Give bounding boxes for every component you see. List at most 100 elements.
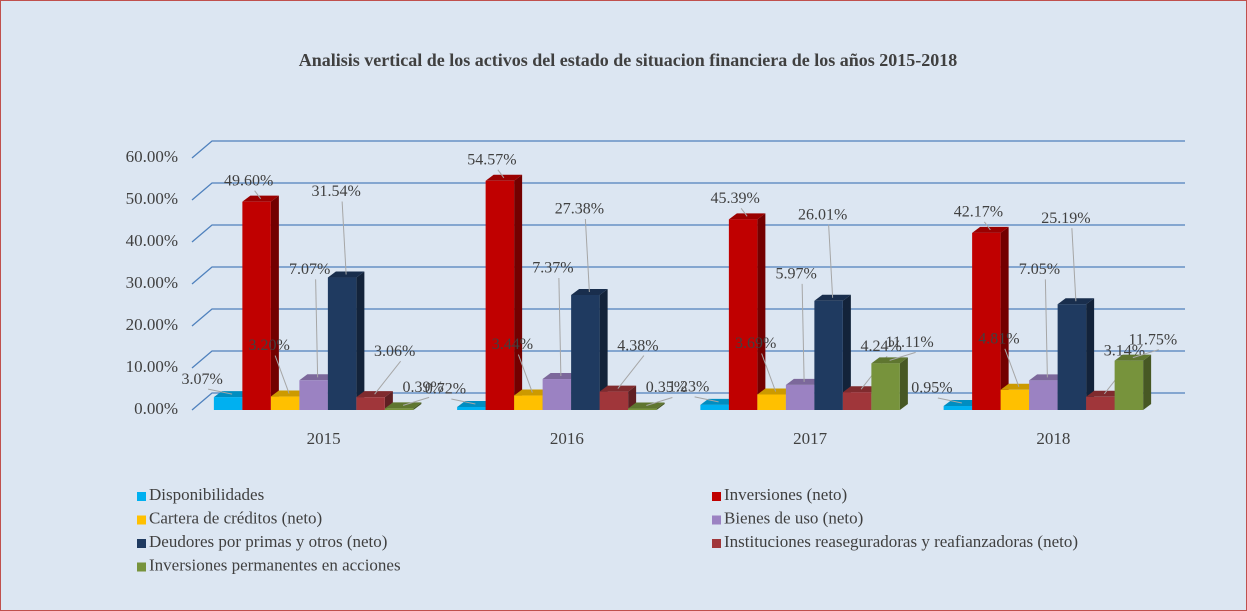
grid-line xyxy=(191,266,1185,285)
leader-line xyxy=(828,224,834,298)
data-label: 11.11% xyxy=(886,334,934,351)
bar-side xyxy=(1000,226,1009,410)
data-label: 25.19% xyxy=(1041,210,1090,227)
leader-line xyxy=(315,279,319,378)
bar xyxy=(213,397,243,410)
leader-line xyxy=(254,190,262,199)
legend-swatch xyxy=(712,515,721,525)
bar xyxy=(757,394,786,410)
legend-label: Inversiones permanentes en acciones xyxy=(149,555,401,574)
bar xyxy=(242,201,271,410)
data-label: 4.81% xyxy=(978,330,1019,347)
bar-side xyxy=(1086,298,1095,410)
y-tick-label: 60.00% xyxy=(126,147,178,166)
legend-swatch xyxy=(712,539,721,548)
legend-swatch xyxy=(137,562,146,572)
legend-label: Disponibilidades xyxy=(149,485,264,504)
leader-line xyxy=(761,353,777,392)
bar xyxy=(943,406,973,410)
data-label: 7.07% xyxy=(289,261,330,278)
leader-line xyxy=(740,208,748,217)
legend-label: Deudores por primas y otros (neto) xyxy=(149,532,387,551)
bar xyxy=(356,397,385,410)
grid-line xyxy=(191,308,1185,327)
data-label: 3.69% xyxy=(735,335,776,352)
bar xyxy=(384,408,414,410)
grid-line xyxy=(191,224,1185,243)
leader-line xyxy=(517,354,533,393)
data-label: 7.37% xyxy=(532,260,573,277)
bar xyxy=(485,180,515,410)
bar xyxy=(327,277,357,410)
data-label: 3.20% xyxy=(248,337,289,354)
x-tick-label: 2017 xyxy=(793,429,828,448)
bar xyxy=(871,363,900,410)
legend-label: Cartera de créditos (neto) xyxy=(149,508,322,527)
data-label: 26.01% xyxy=(798,206,847,223)
data-label: 3.07% xyxy=(181,371,222,388)
leader-line xyxy=(646,397,673,407)
bar xyxy=(599,391,629,410)
bar-side xyxy=(656,402,665,410)
bar xyxy=(972,232,1001,410)
bar xyxy=(628,408,657,410)
data-label: 42.17% xyxy=(954,204,1003,221)
grid-line xyxy=(191,350,1185,369)
data-label: 5.97% xyxy=(775,266,816,283)
y-tick-label: 50.00% xyxy=(126,189,178,208)
bar xyxy=(571,295,600,410)
bar xyxy=(542,379,572,410)
bar-side xyxy=(842,294,851,410)
legend-swatch xyxy=(137,539,146,548)
leader-line xyxy=(208,388,233,395)
leader-line xyxy=(1132,349,1160,359)
bar xyxy=(299,380,328,410)
leader-line xyxy=(558,278,562,377)
leader-line xyxy=(497,169,505,179)
leader-line xyxy=(274,355,290,394)
legend-label: Inversiones (neto) xyxy=(724,485,847,504)
data-label: 54.57% xyxy=(467,151,516,168)
leader-line xyxy=(694,396,719,403)
data-label: 1.23% xyxy=(668,379,709,396)
bar xyxy=(270,396,300,410)
data-label: 0.35% xyxy=(646,379,687,396)
leader-line xyxy=(1071,228,1077,302)
leader-line xyxy=(374,360,402,395)
bar-side xyxy=(628,385,637,410)
bar-side xyxy=(757,213,766,410)
leader-line xyxy=(937,397,962,404)
chart-title: Analisis vertical de los activos del est… xyxy=(299,50,958,70)
bar xyxy=(842,392,872,410)
legend-label: Bienes de uso (neto) xyxy=(724,508,863,527)
data-label: 45.39% xyxy=(710,190,759,207)
data-label: 4.24% xyxy=(860,338,901,355)
data-label: 7.05% xyxy=(1019,261,1060,278)
bar xyxy=(1029,380,1058,410)
data-label: 4.38% xyxy=(617,337,658,354)
bar xyxy=(785,384,815,410)
grid-line xyxy=(191,182,1185,201)
bar-side xyxy=(899,357,908,410)
data-label: 0.72% xyxy=(425,381,466,398)
leader-line xyxy=(983,221,991,231)
y-tick-label: 10.00% xyxy=(126,357,178,376)
bar xyxy=(514,395,543,410)
data-label: 49.60% xyxy=(224,172,273,189)
legend-swatch xyxy=(712,492,721,501)
y-tick-label: 0.00% xyxy=(134,399,178,418)
leader-line xyxy=(889,351,916,361)
y-tick-label: 40.00% xyxy=(126,231,178,250)
bar xyxy=(457,406,486,410)
y-tick-label: 30.00% xyxy=(126,273,178,292)
data-label: 0.95% xyxy=(911,380,952,397)
bar-side xyxy=(599,289,608,410)
leader-line xyxy=(402,396,430,406)
data-label: 3.44% xyxy=(492,336,533,353)
leader-line xyxy=(801,283,805,382)
bar xyxy=(814,300,843,410)
data-label: 11.75% xyxy=(1129,331,1178,348)
bar xyxy=(1114,360,1144,410)
